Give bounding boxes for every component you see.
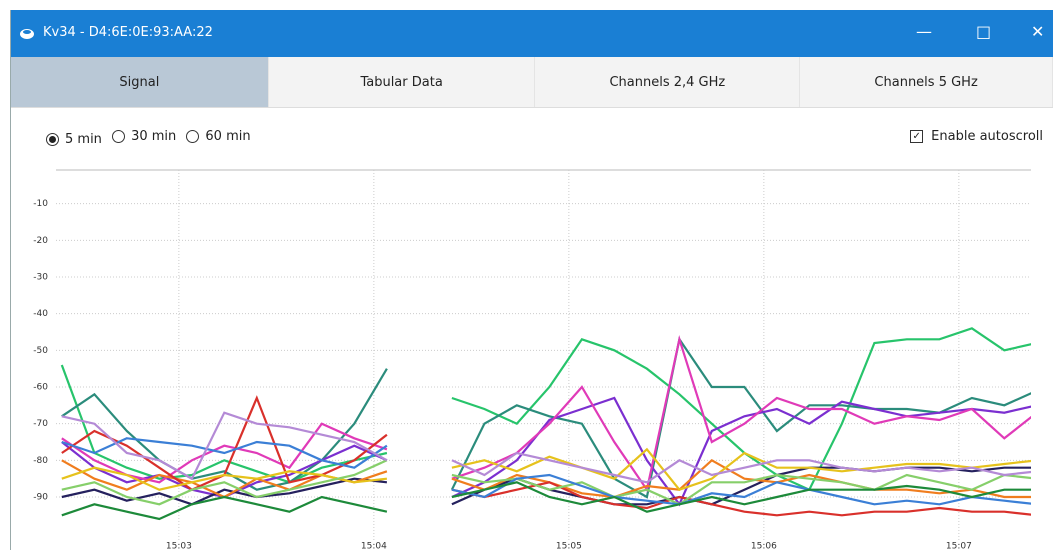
radio-label: 30 min: [131, 129, 177, 144]
y-tick-label: -70: [33, 419, 48, 429]
autoscroll-checkbox[interactable]: ✓ Enable autoscroll: [910, 129, 1043, 144]
y-tick-label: -60: [33, 383, 48, 393]
radio-option[interactable]: 30 min: [112, 129, 176, 144]
maximize-button[interactable]: □: [976, 22, 992, 41]
tab-bar: Signal Tabular Data Channels 2,4 GHz Cha…: [11, 57, 1053, 108]
y-tick-label: -20: [33, 236, 48, 246]
x-tick-label: 15:03: [166, 542, 192, 550]
checkbox-label: Enable autoscroll: [931, 129, 1043, 144]
close-button[interactable]: ✕: [1031, 22, 1045, 41]
y-tick-label: -50: [33, 346, 48, 356]
minimize-button[interactable]: —: [916, 22, 932, 41]
series-line: [61, 411, 1031, 484]
tab[interactable]: Channels 5 GHz: [800, 57, 1053, 107]
y-tick-label: -40: [33, 309, 48, 319]
y-tick-label: -30: [33, 273, 48, 283]
series-line: [61, 481, 1031, 521]
x-tick-label: 15:04: [361, 542, 387, 550]
y-tick-label: -10: [33, 199, 48, 209]
y-tick-label: -80: [33, 456, 48, 466]
series-line: [61, 335, 1031, 493]
x-tick-label: 15:06: [751, 542, 777, 550]
radio-label: 60 min: [205, 129, 251, 144]
x-tick-label: 15:07: [946, 542, 972, 550]
app-icon: [20, 29, 34, 39]
radio-option[interactable]: 5 min: [46, 132, 102, 147]
x-tick-label: 15:05: [556, 542, 582, 550]
tab[interactable]: Tabular Data: [269, 57, 536, 107]
window: Kv34 - D4:6E:0E:93:AA:22 — □ ✕ Signal Ta…: [10, 10, 1053, 550]
window-title: Kv34 - D4:6E:0E:93:AA:22: [43, 25, 213, 40]
tab[interactable]: Channels 2,4 GHz: [535, 57, 801, 107]
radio-label: 5 min: [65, 132, 102, 147]
series-line: [61, 447, 1031, 491]
tab[interactable]: Signal: [11, 57, 269, 107]
options-row: 5 min 30 min 60 min ✓ Enable autoscroll: [11, 125, 1053, 149]
chart: -10 -20 -30 -40 -50 -60 -70 -80 -90 15:03 15:04 15:…: [33, 169, 1031, 550]
title-bar: Kv34 - D4:6E:0E:93:AA:22 — □ ✕: [11, 10, 1053, 57]
radio-option[interactable]: 60 min: [186, 129, 251, 144]
series-line: [61, 336, 1031, 499]
series-line: [61, 459, 1031, 506]
y-tick-label: -90: [33, 493, 48, 503]
